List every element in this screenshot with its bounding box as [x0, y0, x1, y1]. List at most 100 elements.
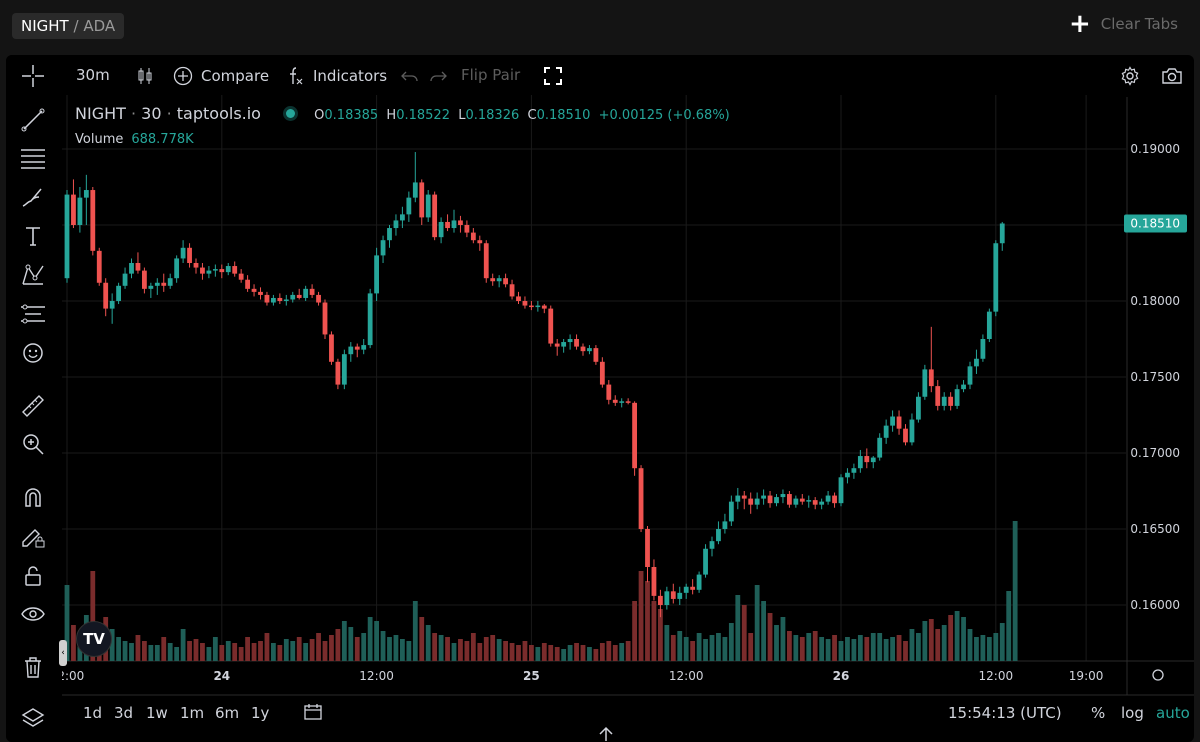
plus-icon[interactable]: +: [1068, 9, 1091, 39]
prediction-tool[interactable]: [18, 299, 48, 329]
ruler-tool[interactable]: [18, 391, 48, 421]
candle-body: [464, 225, 470, 233]
layers-tool[interactable]: [18, 703, 48, 733]
candle-body: [664, 591, 670, 605]
volume-bar: [71, 625, 76, 661]
brush-tool[interactable]: [18, 182, 48, 212]
settings-button[interactable]: [1120, 66, 1140, 86]
range-1y[interactable]: 1y: [251, 704, 270, 722]
candle-body: [445, 221, 450, 229]
volume-bar: [148, 645, 154, 661]
volume-bar: [451, 643, 457, 661]
candle-body: [425, 194, 431, 218]
candle-body: [142, 270, 147, 289]
volume-bar: [561, 649, 567, 661]
log-scale-toggle[interactable]: log: [1121, 704, 1144, 722]
volume-bar: [819, 637, 825, 661]
volume-value: 688.778K: [131, 132, 194, 147]
horizontal-lines-icon: [21, 149, 45, 169]
chart-toolbar: 30m Compare Indicators Flip Pair: [62, 55, 1194, 97]
pair-quote: ADA: [83, 17, 116, 35]
emoji-tool[interactable]: [18, 338, 48, 368]
interval-button[interactable]: 30m: [76, 66, 110, 84]
clear-tabs-button[interactable]: + Clear Tabs: [1068, 9, 1178, 39]
range-1d[interactable]: 1d: [83, 704, 103, 722]
undo-button[interactable]: [400, 66, 420, 86]
volume-bar: [174, 647, 180, 661]
range-1m[interactable]: 1m: [180, 704, 205, 722]
utc-clock[interactable]: 15:54:13 (UTC): [948, 704, 1062, 722]
text-tool[interactable]: [18, 221, 48, 251]
auto-scale-toggle[interactable]: auto: [1156, 704, 1190, 722]
candle-body: [541, 305, 547, 309]
indicators-button[interactable]: Indicators: [285, 66, 387, 86]
candle-body: [967, 366, 973, 385]
fullscreen-icon: [544, 67, 562, 85]
crosshair-tool[interactable]: [18, 61, 48, 91]
date-range-button[interactable]: [302, 701, 324, 727]
scroll-up-arrow-icon[interactable]: [599, 726, 613, 741]
zoom-tool[interactable]: [18, 429, 48, 459]
candle-body: [890, 416, 895, 426]
range-3d[interactable]: 3d: [114, 704, 134, 722]
time-axis-settings-icon[interactable]: [1152, 669, 1164, 681]
candle-body: [741, 495, 747, 499]
candle-body: [896, 416, 902, 429]
candle-body: [612, 399, 618, 403]
volume-bar: [838, 641, 844, 661]
volume-bar: [787, 631, 792, 661]
collapse-toolbar-button[interactable]: ‹: [59, 640, 67, 666]
candle-body: [683, 586, 689, 593]
candle-body: [903, 428, 908, 443]
candle-body: [754, 498, 760, 505]
volume-bar: [954, 611, 960, 661]
candle-body: [832, 495, 837, 504]
candle-body: [870, 457, 876, 463]
volume-bar: [142, 641, 147, 661]
open-value: 0.18385: [324, 108, 379, 123]
percent-scale-toggle[interactable]: %: [1091, 704, 1106, 722]
volume-bar: [670, 635, 676, 661]
gear-icon: [1121, 66, 1139, 86]
volume-bar: [1012, 521, 1018, 661]
range-1w[interactable]: 1w: [146, 704, 168, 722]
candle-body: [64, 194, 70, 279]
tab-bar: NIGHT / ADA + Clear Tabs: [0, 0, 1200, 48]
candle-body: [341, 354, 347, 385]
candle-body: [961, 384, 966, 390]
candle-body: [999, 223, 1005, 244]
volume-bar: [793, 635, 799, 661]
volume-bar: [116, 637, 121, 661]
candle-body: [529, 305, 534, 308]
flip-pair-button[interactable]: Flip Pair: [461, 66, 520, 84]
compare-button[interactable]: Compare: [173, 66, 269, 86]
volume-bar: [896, 635, 902, 661]
volume-bar: [387, 637, 392, 661]
chart-panel: 0.190000.185000.180000.175000.170000.165…: [6, 55, 1194, 742]
fullscreen-button[interactable]: [543, 66, 563, 86]
screenshot-button[interactable]: [1160, 66, 1184, 86]
lock-drawing-tool[interactable]: [18, 522, 48, 552]
fib-tool[interactable]: [18, 143, 48, 173]
chart-type-button[interactable]: [135, 66, 155, 86]
redo-button[interactable]: [428, 66, 448, 86]
candle-body: [690, 586, 696, 590]
candle-body: [490, 278, 496, 282]
magnet-tool[interactable]: [18, 482, 48, 512]
trend-line-tool[interactable]: [18, 105, 48, 135]
pair-tab[interactable]: NIGHT / ADA: [12, 13, 125, 39]
brush-icon: [22, 188, 42, 207]
candle-body: [438, 221, 444, 238]
volume-bar: [974, 637, 979, 661]
tradingview-logo[interactable]: TV: [76, 621, 112, 657]
hide-tool[interactable]: [18, 599, 48, 629]
volume-bar: [690, 641, 696, 661]
pattern-tool[interactable]: [18, 260, 48, 290]
volume-bar: [574, 643, 579, 661]
price-chart[interactable]: 0.190000.185000.180000.175000.170000.165…: [6, 55, 1194, 742]
range-6m[interactable]: 6m: [215, 704, 240, 722]
volume-bar: [658, 609, 663, 661]
lock-tool[interactable]: [18, 561, 48, 591]
volume-bar: [709, 635, 715, 661]
remove-tool[interactable]: [18, 652, 48, 682]
